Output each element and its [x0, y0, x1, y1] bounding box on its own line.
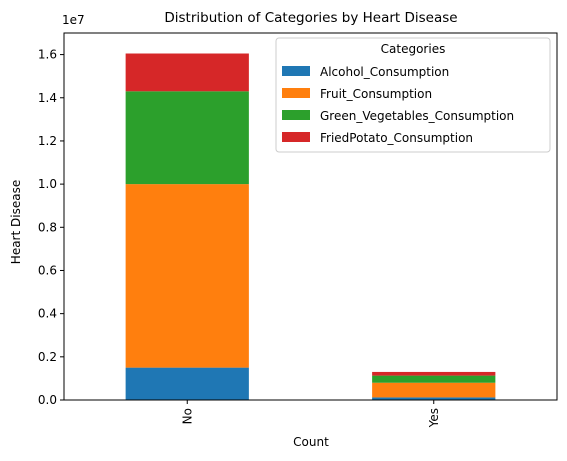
legend-swatch-fruit-consumption: [282, 88, 310, 98]
x-axis-ticks: No Yes: [180, 400, 441, 428]
plot-frame: [63, 32, 558, 401]
legend-label-friedpotato-consumption: FriedPotato_Consumption: [320, 131, 473, 145]
bar-no-fruit-consumption: [125, 184, 249, 368]
legend-label-fruit-consumption: Fruit_Consumption: [320, 87, 432, 101]
legend-swatch-green-vegetables-consumption: [282, 110, 310, 120]
y-tick-label: 0.8: [38, 220, 57, 234]
y-axis-ticks: 0.0 0.2 0.4 0.6 0.8 1.0 1.2 1.4 1.6: [38, 48, 64, 407]
bar-yes-green-vegetables-consumption: [372, 375, 496, 383]
bar-yes-alcohol-consumption: [372, 397, 496, 400]
y-axis-scale-label: 1e7: [62, 13, 85, 27]
legend-label-green-vegetables-consumption: Green_Vegetables_Consumption: [320, 109, 514, 123]
legend: Categories Alcohol_Consumption Fruit_Consu…: [275, 37, 551, 153]
bar-no-green-vegetables-consumption: [125, 91, 249, 185]
y-tick-label: 1.4: [38, 91, 57, 105]
bar-yes-friedpotato-consumption: [372, 371, 496, 376]
bar-yes-fruit-consumption: [372, 382, 496, 398]
bars-group: [125, 53, 496, 400]
y-axis-label: Heart Disease: [9, 180, 23, 264]
legend-label-alcohol-consumption: Alcohol_Consumption: [320, 65, 449, 79]
bar-no-friedpotato-consumption: [125, 53, 249, 92]
legend-title: Categories: [381, 42, 446, 56]
chart-title: Distribution of Categories by Heart Dise…: [164, 10, 457, 26]
x-tick-label-yes: Yes: [427, 408, 441, 428]
legend-swatch-friedpotato-consumption: [282, 132, 310, 142]
bar-no-alcohol-consumption: [125, 367, 249, 400]
legend-box: [275, 37, 551, 153]
x-axis-label: Count: [293, 435, 329, 449]
y-tick-label: 1.6: [38, 48, 57, 62]
y-tick-label: 0.0: [38, 393, 57, 407]
y-tick-label: 0.6: [38, 263, 57, 277]
legend-swatch-alcohol-consumption: [282, 66, 310, 76]
y-tick-label: 1.0: [38, 177, 57, 191]
y-tick-label: 1.2: [38, 134, 57, 148]
x-tick-label-no: No: [180, 408, 194, 424]
y-tick-label: 0.2: [38, 350, 57, 364]
y-tick-label: 0.4: [38, 307, 57, 321]
